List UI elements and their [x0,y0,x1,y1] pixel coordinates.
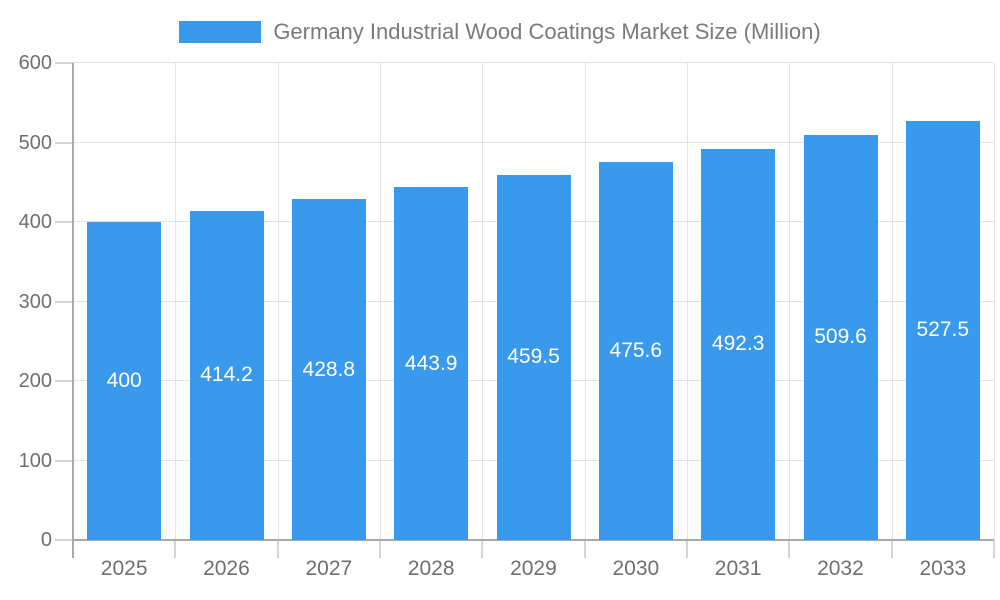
bar-2030[interactable] [598,161,673,540]
x-axis-tick-label: 2032 [817,557,864,580]
y-axis-tick-label: 300 [18,290,52,313]
y-axis-tick-label: 600 [18,52,52,74]
y-tick [55,539,73,541]
x-gridline [789,63,791,540]
bar-2033[interactable] [905,120,980,540]
y-axis-tick-label: 100 [18,449,52,472]
x-gridline [994,63,995,540]
legend-swatch-icon [179,21,262,43]
x-axis-tick-label: 2029 [510,557,557,580]
x-axis-tick-label: 2031 [714,557,762,580]
legend-label: Germany Industrial Wood Coatings Market … [273,19,821,44]
y-axis-tick-label: 0 [40,529,52,551]
bar-value-label: 527.5 [916,318,970,342]
y-tick [55,221,73,223]
bar-value-label: 414.2 [200,363,253,387]
legend-item[interactable]: Germany Industrial Wood Coatings Market … [0,16,1000,48]
x-tick [993,540,995,558]
x-axis-tick-label: 2033 [919,557,967,580]
bar-value-label: 428.8 [302,357,356,381]
x-gridline [277,63,279,540]
bar-2031[interactable] [701,148,776,540]
x-gridline [482,63,484,540]
y-gridline [73,62,994,63]
x-tick [686,540,688,558]
bar-value-label: 509.6 [814,325,867,349]
x-tick [174,540,177,558]
x-tick [583,540,586,558]
x-axis-tick-label: 2028 [407,557,455,580]
x-axis-tick-label: 2027 [305,557,353,580]
bar-2029[interactable] [496,174,571,540]
x-tick [379,540,381,558]
x-gridline [687,63,688,540]
y-axis-line [72,63,74,558]
x-gridline [380,63,381,540]
y-tick [55,300,73,303]
x-axis-tick-label: 2030 [612,557,660,580]
x-gridline [584,63,586,540]
bar-2027[interactable] [291,199,366,540]
bar-2026[interactable] [189,210,264,540]
y-tick [55,380,73,382]
bar-2025[interactable] [87,222,162,540]
y-tick [55,459,73,462]
bar-value-label: 400 [106,369,142,392]
x-axis-line [72,539,994,541]
y-axis-tick-label: 400 [18,211,52,233]
bar-2032[interactable] [803,134,878,540]
x-gridline [891,63,893,540]
y-gridline [73,141,994,143]
y-tick [55,141,73,144]
x-tick [481,540,484,558]
bar-value-label: 459.5 [507,345,560,369]
x-tick [890,540,893,558]
bar-value-label: 492.3 [711,332,765,356]
x-axis-tick-label: 2026 [203,557,250,580]
y-axis-tick-label: 500 [18,131,52,154]
y-axis-tick-label: 200 [18,370,52,392]
bar-value-label: 475.6 [609,338,663,362]
y-tick [55,62,73,64]
x-gridline [175,63,177,540]
bar-value-label: 443.9 [404,351,458,375]
bar-2028[interactable] [394,187,469,540]
x-tick [276,540,279,558]
x-axis-tick-label: 2025 [100,557,148,580]
x-tick [788,540,791,558]
